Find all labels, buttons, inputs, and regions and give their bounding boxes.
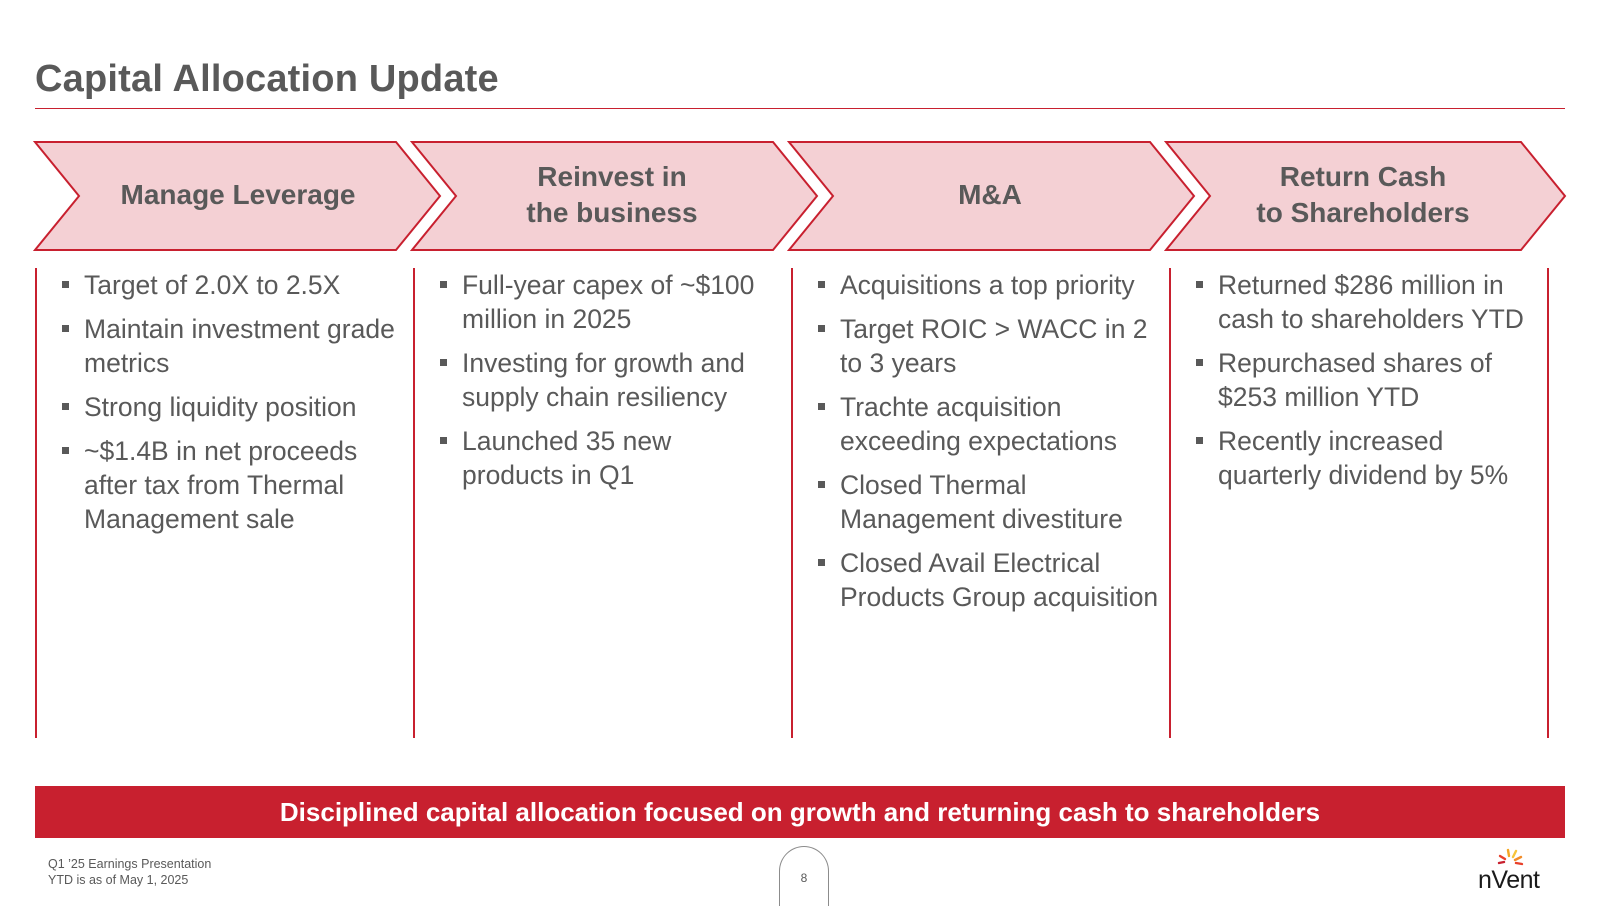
sunburst-icon <box>1497 848 1524 866</box>
bullet-text: Launched 35 new products in Q1 <box>462 426 672 490</box>
pillar-label-return-cash: Return Cash to Shareholders <box>1256 161 1470 228</box>
column-divider <box>413 268 415 738</box>
column-divider <box>791 268 793 738</box>
list-item: Repurchased shares of $253 million YTD <box>1196 346 1541 414</box>
list-item: Closed Avail Electrical Products Group a… <box>818 546 1163 614</box>
arrow-reinvest <box>409 141 819 251</box>
bullet-list: Acquisitions a top priority Target ROIC … <box>818 268 1163 614</box>
footer-ytd-note: YTD is as of May 1, 2025 <box>48 873 189 887</box>
pillar-column-m-and-a: Acquisitions a top priority Target ROIC … <box>818 268 1163 738</box>
bullet-icon <box>62 447 69 454</box>
pillar-label-manage-leverage: Manage Leverage <box>120 179 356 210</box>
pillar-column-manage-leverage: Target of 2.0X to 2.5X Maintain investme… <box>62 268 402 738</box>
column-divider <box>35 268 37 738</box>
title-divider <box>35 108 1565 109</box>
bullet-icon <box>440 281 447 288</box>
list-item: Full-year capex of ~$100 million in 2025 <box>440 268 780 336</box>
bullet-icon <box>818 325 825 332</box>
pillar-column-return-cash: Returned $286 million in cash to shareho… <box>1196 268 1541 738</box>
bullet-icon <box>818 559 825 566</box>
bullet-icon <box>818 403 825 410</box>
list-item: Investing for growth and supply chain re… <box>440 346 780 414</box>
list-item: Target of 2.0X to 2.5X <box>62 268 402 302</box>
page-number: 8 <box>800 871 808 885</box>
pillar-label-m-and-a: M&A <box>958 179 1022 210</box>
footer-presentation-name: Q1 ’25 Earnings Presentation <box>48 857 212 871</box>
bullet-icon <box>440 359 447 366</box>
list-item: Recently increased quarterly dividend by… <box>1196 424 1541 492</box>
bullet-text: Acquisitions a top priority <box>840 270 1135 300</box>
bullet-list: Full-year capex of ~$100 million in 2025… <box>440 268 780 492</box>
bullet-icon <box>62 325 69 332</box>
bullet-icon <box>62 403 69 410</box>
page-number-tab: 8 <box>779 846 829 906</box>
bullet-icon <box>1196 359 1203 366</box>
bullet-icon <box>818 281 825 288</box>
bullet-text: Closed Thermal Management divestiture <box>840 470 1123 534</box>
column-divider <box>1547 268 1549 738</box>
bullet-text: Strong liquidity position <box>84 392 357 422</box>
bullet-text: Target of 2.0X to 2.5X <box>84 270 341 300</box>
bullet-text: ~$1.4B in net proceeds after tax from Th… <box>84 436 358 534</box>
bullet-list: Returned $286 million in cash to shareho… <box>1196 268 1541 492</box>
list-item: Trachte acquisition exceeding expectatio… <box>818 390 1163 458</box>
arrow-return-cash <box>1163 141 1567 251</box>
bullet-text: Repurchased shares of $253 million YTD <box>1218 348 1492 412</box>
list-item: Returned $286 million in cash to shareho… <box>1196 268 1541 336</box>
arrow-m-and-a <box>786 141 1196 251</box>
bullet-icon <box>440 437 447 444</box>
bullet-icon <box>818 481 825 488</box>
bullet-text: Closed Avail Electrical Products Group a… <box>840 548 1159 612</box>
bullet-text: Trachte acquisition exceeding expectatio… <box>840 392 1117 456</box>
list-item: Target ROIC > WACC in 2 to 3 years <box>818 312 1163 380</box>
bullet-text: Target ROIC > WACC in 2 to 3 years <box>840 314 1148 378</box>
bullet-text: Investing for growth and supply chain re… <box>462 348 745 412</box>
footer-note: Q1 ’25 Earnings Presentation YTD is as o… <box>48 856 211 888</box>
nvent-logo: nVent <box>1478 848 1558 894</box>
list-item: ~$1.4B in net proceeds after tax from Th… <box>62 434 402 536</box>
bullet-icon <box>1196 437 1203 444</box>
list-item: Launched 35 new products in Q1 <box>440 424 780 492</box>
list-item: Maintain investment grade metrics <box>62 312 402 380</box>
column-divider <box>1169 268 1171 738</box>
bullet-text: Recently increased quarterly dividend by… <box>1218 426 1509 490</box>
pillar-label-reinvest: Reinvest in the business <box>526 161 698 228</box>
bullet-text: Full-year capex of ~$100 million in 2025 <box>462 270 755 334</box>
bullet-icon <box>1196 281 1203 288</box>
logo-wordmark: nVent <box>1478 866 1540 894</box>
page-title: Capital Allocation Update <box>35 58 499 100</box>
summary-banner: Disciplined capital allocation focused o… <box>35 786 1565 838</box>
bullet-list: Target of 2.0X to 2.5X Maintain investme… <box>62 268 402 536</box>
pillar-column-reinvest: Full-year capex of ~$100 million in 2025… <box>440 268 780 738</box>
pillar-arrows <box>32 141 1567 251</box>
bullet-text: Returned $286 million in cash to shareho… <box>1218 270 1524 334</box>
list-item: Strong liquidity position <box>62 390 402 424</box>
arrow-manage-leverage <box>32 141 442 251</box>
bullet-icon <box>62 281 69 288</box>
list-item: Closed Thermal Management divestiture <box>818 468 1163 536</box>
list-item: Acquisitions a top priority <box>818 268 1163 302</box>
bullet-text: Maintain investment grade metrics <box>84 314 395 378</box>
